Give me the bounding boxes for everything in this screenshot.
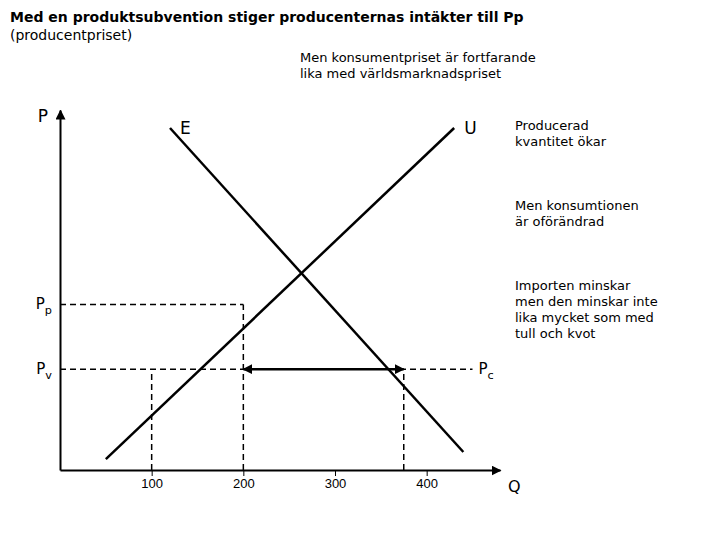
annotation: Importen minskarmen den minskar intelika…: [515, 278, 658, 341]
x-tick-label: 300: [325, 476, 347, 491]
x-axis: 100 200 300 400: [61, 470, 501, 491]
x-tick-label: 100: [141, 476, 163, 491]
quantity-change-arrow: [243, 368, 403, 371]
price-level-label: Pp: [36, 295, 52, 317]
x-tick: 200: [233, 470, 255, 491]
price-level-line: [60, 304, 243, 306]
quantity-drop-line: [151, 369, 153, 470]
price-level-label: Pv: [36, 360, 52, 382]
x-tick-label: 400: [416, 476, 438, 491]
title: Med en produktsubvention stiger producen…: [10, 9, 524, 25]
x-axis-line: [61, 470, 501, 472]
x-tick-label: 200: [233, 476, 255, 491]
x-tick-mark: [427, 470, 428, 476]
chart: Med en produktsubvention stiger producen…: [0, 0, 720, 540]
curve-label: U: [464, 118, 476, 138]
x-axis-label: Q: [508, 477, 521, 496]
x-tick: 100: [141, 470, 163, 491]
y-axis-label: P: [38, 106, 48, 126]
annotation: Produceradkvantitet ökar: [515, 118, 607, 149]
x-tick-mark: [243, 470, 244, 476]
subtitle: (producentpriset): [10, 27, 132, 43]
price-level-label: Pc: [479, 360, 494, 382]
x-tick-mark: [335, 470, 336, 476]
annotation: Men konsumentpriset är fortfarandelika m…: [300, 50, 536, 81]
y-axis-line: [60, 111, 62, 471]
curve-label: E: [180, 118, 191, 138]
price-level-line: [60, 368, 473, 370]
y-axis: [60, 111, 61, 471]
annotation: Men konsumtionenär oförändrad: [515, 198, 639, 229]
x-tick: 400: [416, 470, 438, 491]
x-tick-mark: [152, 470, 153, 476]
series-line: [170, 128, 463, 452]
series-line: [106, 128, 454, 459]
x-tick: 300: [325, 470, 347, 491]
plot-area: [60, 128, 473, 470]
